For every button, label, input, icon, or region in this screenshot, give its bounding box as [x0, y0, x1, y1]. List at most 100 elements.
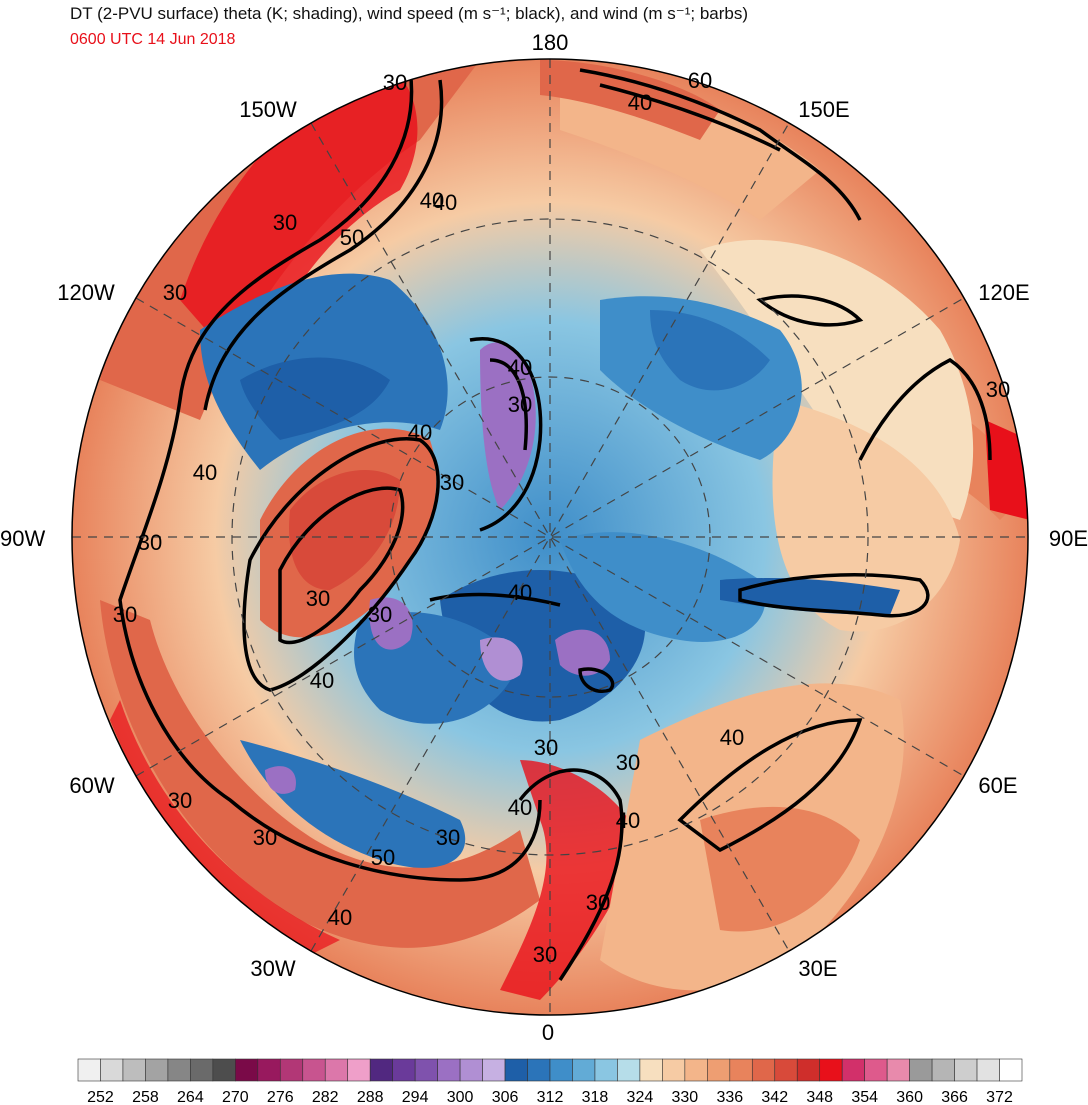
colorbar-swatch	[100, 1058, 124, 1082]
colorbar-swatch	[841, 1058, 865, 1082]
colorbar-swatch	[77, 1058, 101, 1082]
colorbar-tick-label: 282	[312, 1089, 339, 1103]
contour-value-label: 40	[508, 580, 532, 605]
contour-value-label: 30	[168, 788, 192, 813]
contour-value-label: 40	[508, 355, 532, 380]
colorbar-swatch	[122, 1058, 146, 1082]
colorbar-swatch	[662, 1058, 686, 1082]
contour-value-label: 30	[253, 825, 277, 850]
colorbar-swatches	[77, 1058, 1023, 1082]
colorbar-swatch	[639, 1058, 663, 1082]
colorbar-swatch	[774, 1058, 798, 1082]
colorbar-tick-label: 366	[941, 1089, 968, 1103]
colorbar-tick-label: 312	[537, 1089, 564, 1103]
contour-value-label: 50	[340, 225, 364, 250]
chart-title: DT (2-PVU surface) theta (K; shading), w…	[70, 4, 749, 23]
colorbar-swatch	[751, 1058, 776, 1082]
colorbar-swatch	[437, 1058, 461, 1082]
contour-value-label: 30	[586, 890, 610, 915]
polar-map: 180 0 90W 90E 150W 120W 60W 30W 150E 120…	[0, 30, 1088, 1045]
contour-value-label: 40	[310, 668, 334, 693]
colorbar-swatch	[864, 1058, 888, 1082]
colorbar-swatch	[392, 1058, 416, 1082]
colorbar-swatch	[190, 1058, 214, 1082]
lon-label-30w: 30W	[250, 956, 295, 981]
colorbar-swatch	[707, 1058, 731, 1082]
lon-label-60w: 60W	[69, 773, 114, 798]
contour-value-label: 40	[433, 190, 457, 215]
colorbar-tick-label: 258	[132, 1089, 159, 1103]
contour-value-label: 30	[306, 586, 330, 611]
contour-value-label: 30	[273, 210, 297, 235]
contour-labels: 30 40 50 60 40 30 40 30 40 30 40 30 40 30 30 40 30 30 40 30…	[113, 68, 1010, 967]
contour-value-label: 40	[720, 725, 744, 750]
colorbar-tick-label: 324	[627, 1089, 654, 1103]
lon-label-90e: 90E	[1049, 526, 1088, 551]
colorbar-swatch	[167, 1058, 191, 1082]
contour-value-label: 60	[688, 68, 712, 93]
colorbar-ticks: 252 258 264 270 276 282 288 294 300 306 312 318 324 3…	[87, 1089, 1013, 1103]
contour-value-label: 40	[628, 90, 652, 115]
colorbar-swatch	[324, 1058, 349, 1082]
colorbar-swatch	[976, 1058, 1000, 1082]
colorbar-swatch	[909, 1058, 933, 1082]
colorbar-tick-label: 330	[672, 1089, 699, 1103]
contour-value-label: 30	[436, 825, 460, 850]
colorbar: 252 258 264 270 276 282 288 294 300 306 312 318 324 3…	[77, 1058, 1023, 1103]
contour-value-label: 30	[138, 530, 162, 555]
colorbar-tick-label: 318	[582, 1089, 609, 1103]
colorbar-swatch	[347, 1058, 371, 1082]
colorbar-tick-label: 300	[447, 1089, 474, 1103]
colorbar-tick-label: 252	[87, 1089, 114, 1103]
lon-label-120e: 120E	[978, 280, 1029, 305]
colorbar-tick-label: 276	[267, 1089, 294, 1103]
colorbar-swatch	[414, 1058, 438, 1082]
contour-value-label: 40	[508, 795, 532, 820]
contour-value-label: 40	[328, 905, 352, 930]
contour-value-label: 40	[420, 188, 444, 213]
colorbar-swatch	[235, 1058, 259, 1082]
lon-label-180: 180	[532, 30, 569, 55]
colorbar-swatch	[504, 1058, 528, 1082]
colorbar-swatch	[886, 1058, 910, 1082]
colorbar-swatch	[684, 1058, 708, 1082]
contour-value-label: 30	[368, 602, 392, 627]
colorbar-swatch	[459, 1058, 483, 1082]
colorbar-swatch	[954, 1058, 978, 1082]
colorbar-swatch	[527, 1058, 551, 1082]
colorbar-tick-label: 306	[492, 1089, 519, 1103]
colorbar-swatch	[796, 1058, 821, 1082]
contour-value-label: 30	[163, 280, 187, 305]
colorbar-tick-label: 294	[402, 1089, 429, 1103]
colorbar-tick-label: 372	[986, 1089, 1013, 1103]
contour-value-label: 30	[440, 470, 464, 495]
contour-value-label: 30	[986, 377, 1010, 402]
contour-value-label: 40	[616, 808, 640, 833]
colorbar-tick-label: 288	[357, 1089, 384, 1103]
theta-shading	[72, 59, 1028, 1015]
lon-label-30e: 30E	[798, 956, 837, 981]
colorbar-tick-label: 354	[851, 1089, 878, 1103]
colorbar-swatch	[145, 1058, 169, 1082]
colorbar-tick-label: 342	[761, 1089, 788, 1103]
wind-speed-contours	[118, 68, 992, 981]
colorbar-swatch	[279, 1058, 304, 1082]
colorbar-swatch	[819, 1058, 843, 1082]
colorbar-swatch	[594, 1058, 618, 1082]
contour-value-label: 50	[371, 845, 395, 870]
colorbar-swatch	[212, 1058, 236, 1082]
lon-label-150w: 150W	[239, 97, 297, 122]
colorbar-tick-label: 360	[896, 1089, 923, 1103]
lon-label-60e: 60E	[978, 773, 1017, 798]
colorbar-swatch	[572, 1058, 596, 1082]
lon-label-150e: 150E	[798, 97, 849, 122]
contour-value-label: 30	[508, 392, 532, 417]
lon-label-90w: 90W	[0, 526, 45, 551]
contour-value-label: 30	[616, 750, 640, 775]
lon-label-120w: 120W	[57, 280, 115, 305]
colorbar-swatch	[617, 1058, 641, 1082]
map-boundary	[71, 58, 1029, 1016]
contour-value-label: 30	[533, 942, 557, 967]
contour-value-label: 40	[408, 420, 432, 445]
colorbar-swatch	[999, 1058, 1023, 1082]
